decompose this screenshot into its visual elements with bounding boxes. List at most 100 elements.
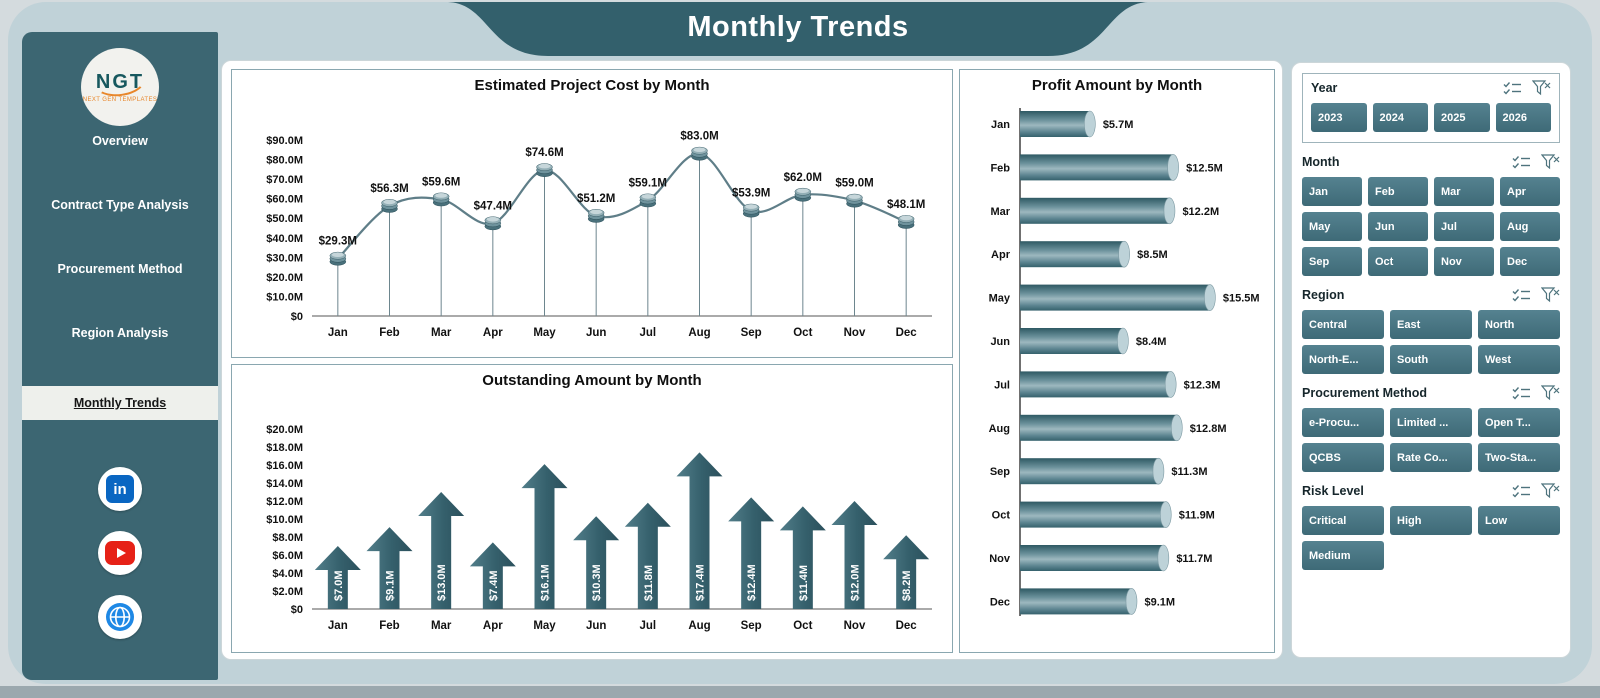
slicer-option-north-e[interactable]: North-E... [1302, 345, 1384, 374]
svg-text:$12.0M: $12.0M [266, 496, 303, 508]
sidebar-item-procurement-method[interactable]: Procurement Method [57, 262, 183, 276]
slicer-option-nov[interactable]: Nov [1434, 247, 1494, 276]
slicer-option-jun[interactable]: Jun [1368, 212, 1428, 241]
svg-text:Sep: Sep [741, 620, 762, 632]
slicer-option-jan[interactable]: Jan [1302, 177, 1362, 206]
slicer-option-may[interactable]: May [1302, 212, 1362, 241]
multiselect-icon[interactable] [1511, 155, 1532, 170]
slicer-option-2024[interactable]: 2024 [1372, 103, 1428, 132]
clear-filter-icon[interactable] [1541, 287, 1560, 303]
svg-text:$7.4M: $7.4M [488, 570, 500, 601]
svg-text:$11.4M: $11.4M [798, 565, 810, 601]
profit-amount-panel: Profit Amount by Month Jan $5.7M Feb $12.5M… [959, 69, 1275, 653]
slicer-option-e-procu[interactable]: e-Procu... [1302, 408, 1384, 437]
sidebar-item-contract-type-analysis[interactable]: Contract Type Analysis [51, 198, 189, 212]
multiselect-icon[interactable] [1511, 484, 1532, 499]
multiselect-icon[interactable] [1511, 386, 1532, 401]
slicer-option-two-sta[interactable]: Two-Sta... [1478, 443, 1560, 472]
slicer-option-feb[interactable]: Feb [1368, 177, 1428, 206]
slicer-option-oct[interactable]: Oct [1368, 247, 1428, 276]
slicer-option-east[interactable]: East [1390, 310, 1472, 339]
linkedin-glyph: in [106, 475, 134, 503]
svg-text:$29.3M: $29.3M [319, 236, 357, 248]
slicer-option-2023[interactable]: 2023 [1311, 103, 1367, 132]
slicer-title-region: Region [1302, 288, 1345, 302]
slicer-option-dec[interactable]: Dec [1500, 247, 1560, 276]
svg-text:Mar: Mar [990, 206, 1010, 218]
profit-amount-bar-chart: Jan $5.7M Feb $12.5M Mar $12.2M Apr $8.5M May $15… [989, 108, 1260, 616]
svg-text:$48.1M: $48.1M [887, 199, 925, 211]
slicer-option-sep[interactable]: Sep [1302, 247, 1362, 276]
outstanding-amount-panel: Outstanding Amount by Month $0 $2.0M $4.0M… [231, 364, 953, 653]
slicer-option-high[interactable]: High [1390, 506, 1472, 535]
svg-text:Jul: Jul [640, 620, 657, 632]
youtube-icon[interactable] [98, 531, 142, 575]
svg-text:$12.5M: $12.5M [1186, 162, 1223, 174]
clear-filter-icon[interactable] [1541, 483, 1560, 499]
slicer-option-rate-co[interactable]: Rate Co... [1390, 443, 1472, 472]
multiselect-icon[interactable] [1511, 288, 1532, 303]
slicer-option-north[interactable]: North [1478, 310, 1560, 339]
outstanding-amount-arrow-chart: $0 $2.0M $4.0M $6.0M $8.0M $10.0M $12.0M $14.0M… [266, 424, 932, 632]
svg-text:Jun: Jun [586, 620, 606, 632]
svg-text:$40.0M: $40.0M [266, 233, 303, 245]
slicer-option-central[interactable]: Central [1302, 310, 1384, 339]
ngt-logo: NGT NEXT GEN TEMPLATES [81, 48, 159, 126]
svg-text:Dec: Dec [896, 620, 918, 632]
svg-text:Jul: Jul [640, 327, 657, 339]
estimated-cost-panel: Estimated Project Cost by Month $0 $10.0M… [231, 69, 953, 358]
svg-text:$11.7M: $11.7M [1176, 553, 1212, 565]
slicer-option-medium[interactable]: Medium [1302, 541, 1384, 570]
slicer-option-2026[interactable]: 2026 [1495, 103, 1551, 132]
svg-text:$5.7M: $5.7M [1103, 119, 1134, 131]
slicer-option-low[interactable]: Low [1478, 506, 1560, 535]
slicer-option-open-t[interactable]: Open T... [1478, 408, 1560, 437]
svg-text:$47.4M: $47.4M [474, 200, 512, 212]
svg-text:$8.5M: $8.5M [1137, 249, 1168, 261]
svg-text:Oct: Oct [793, 327, 812, 339]
svg-text:$80.0M: $80.0M [266, 155, 303, 167]
clear-filter-icon[interactable] [1541, 154, 1560, 170]
sidebar-item-monthly-trends[interactable]: Monthly Trends [22, 386, 218, 420]
svg-text:Feb: Feb [379, 327, 399, 339]
slicer-option-apr[interactable]: Apr [1500, 177, 1560, 206]
slicer-option-2025[interactable]: 2025 [1434, 103, 1490, 132]
svg-text:Dec: Dec [990, 596, 1010, 608]
svg-text:$8.4M: $8.4M [1136, 336, 1167, 348]
slicer-option-limited[interactable]: Limited ... [1390, 408, 1472, 437]
sidebar-item-region-analysis[interactable]: Region Analysis [71, 326, 169, 340]
svg-text:Sep: Sep [990, 466, 1010, 478]
clear-filter-icon[interactable] [1532, 80, 1551, 96]
slicer-risk-level: Risk Level Critical High Low Medium [1302, 483, 1560, 570]
slicer-option-mar[interactable]: Mar [1434, 177, 1494, 206]
linkedin-icon[interactable]: in [98, 467, 142, 511]
multiselect-icon[interactable] [1502, 81, 1523, 96]
slicer-option-aug[interactable]: Aug [1500, 212, 1560, 241]
svg-text:Aug: Aug [688, 327, 710, 339]
svg-text:$0: $0 [291, 311, 303, 323]
clear-filter-icon[interactable] [1541, 385, 1560, 401]
globe-icon[interactable] [98, 595, 142, 639]
svg-text:$9.1M: $9.1M [385, 570, 397, 601]
banner-shape [448, 2, 1148, 56]
svg-text:Dec: Dec [896, 327, 918, 339]
sidebar-item-overview[interactable]: Overview [92, 134, 148, 148]
slicer-region: Region Central East North North-E... South Wes… [1302, 287, 1560, 374]
logo-subtext: NEXT GEN TEMPLATES [82, 97, 158, 103]
slicer-option-west[interactable]: West [1478, 345, 1560, 374]
svg-text:Aug: Aug [688, 620, 710, 632]
slicer-option-jul[interactable]: Jul [1434, 212, 1494, 241]
svg-text:May: May [533, 327, 556, 339]
svg-text:$10.3M: $10.3M [591, 564, 603, 601]
slicer-option-critical[interactable]: Critical [1302, 506, 1384, 535]
svg-text:$74.6M: $74.6M [525, 147, 563, 159]
slicer-option-qcbs[interactable]: QCBS [1302, 443, 1384, 472]
svg-text:$16.0M: $16.0M [266, 460, 303, 472]
svg-text:$12.8M: $12.8M [1190, 423, 1227, 435]
slicer-option-south[interactable]: South [1390, 345, 1472, 374]
logo-text: NGT [95, 71, 145, 93]
svg-text:Jan: Jan [991, 119, 1010, 131]
svg-text:Apr: Apr [483, 620, 503, 632]
filter-panel: Year 2023 2024 2025 2026 Month Jan Feb Mar Apr May… [1291, 62, 1571, 658]
svg-text:Jan: Jan [328, 620, 348, 632]
